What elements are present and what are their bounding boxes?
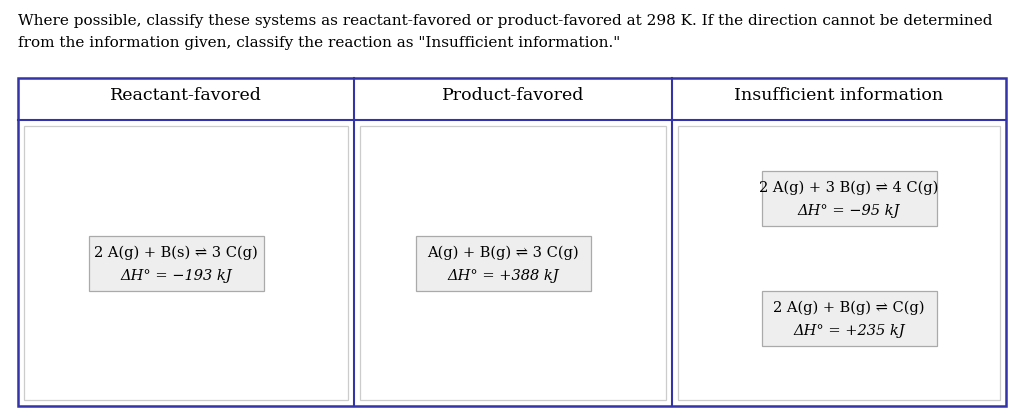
Text: ΔH° = −95 kJ: ΔH° = −95 kJ — [798, 204, 900, 218]
Text: Reactant-favored: Reactant-favored — [110, 86, 262, 103]
Text: A(g) + B(g) ⇌ 3 C(g): A(g) + B(g) ⇌ 3 C(g) — [427, 246, 579, 260]
Text: from the information given, classify the reaction as "Insufficient information.": from the information given, classify the… — [18, 36, 621, 50]
Text: ΔH° = +388 kJ: ΔH° = +388 kJ — [447, 269, 559, 283]
Bar — [88, 236, 263, 291]
Text: Where possible, classify these systems as reactant-favored or product-favored at: Where possible, classify these systems a… — [18, 14, 992, 28]
Text: Product-favored: Product-favored — [441, 86, 584, 103]
Text: 2 A(g) + B(s) ⇌ 3 C(g): 2 A(g) + B(s) ⇌ 3 C(g) — [94, 246, 258, 260]
Bar — [18, 78, 1006, 406]
Text: ΔH° = −193 kJ: ΔH° = −193 kJ — [120, 269, 231, 283]
Bar — [416, 236, 591, 291]
Bar — [762, 291, 937, 346]
Text: 2 A(g) + 3 B(g) ⇌ 4 C(g): 2 A(g) + 3 B(g) ⇌ 4 C(g) — [760, 181, 939, 195]
Text: ΔH° = +235 kJ: ΔH° = +235 kJ — [794, 324, 905, 338]
Bar — [360, 126, 666, 400]
Text: Insufficient information: Insufficient information — [734, 86, 943, 103]
Text: 2 A(g) + B(g) ⇌ C(g): 2 A(g) + B(g) ⇌ C(g) — [773, 301, 925, 315]
Bar — [24, 126, 348, 400]
Bar — [678, 126, 1000, 400]
Bar — [762, 171, 937, 226]
